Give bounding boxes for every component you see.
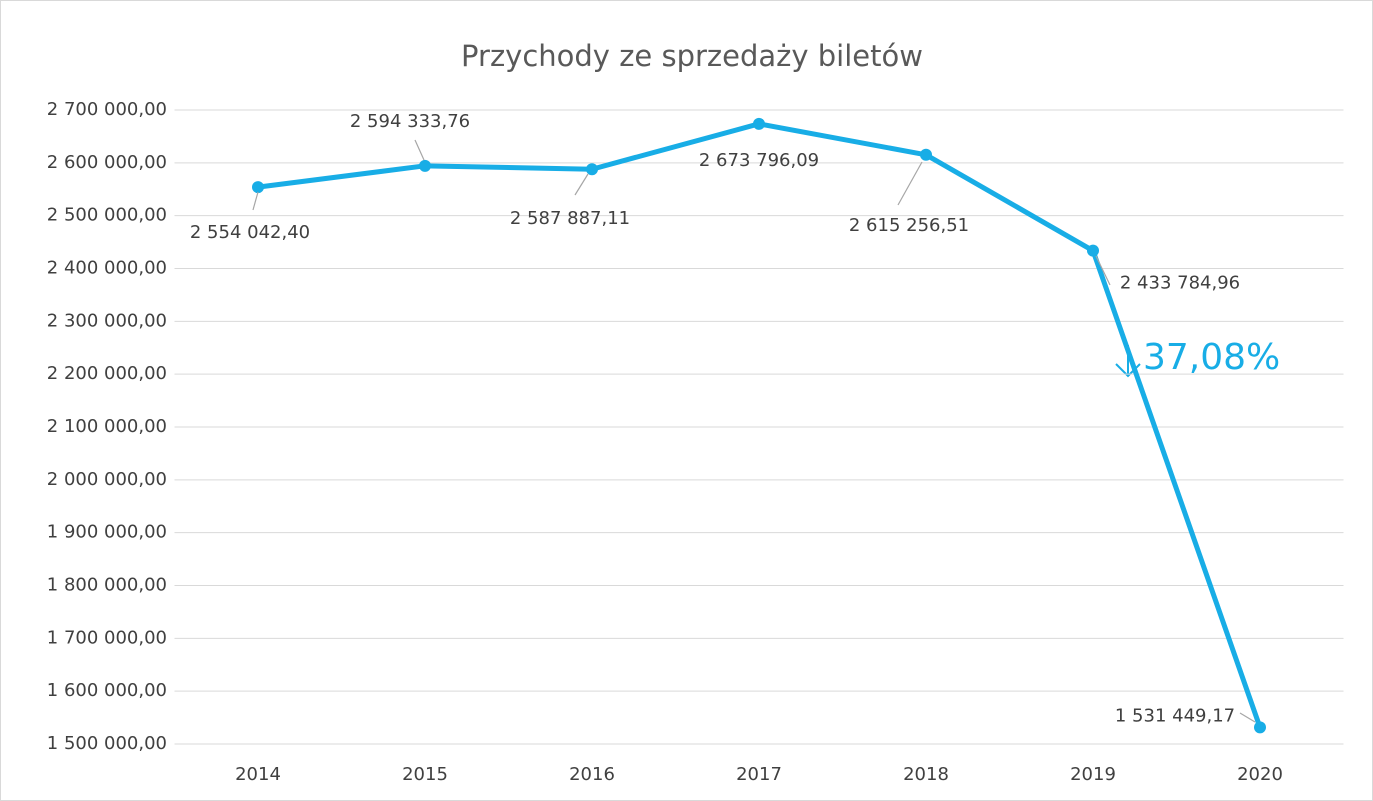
data-label: 2 554 042,40	[190, 222, 310, 243]
data-label: 2 587 887,11	[510, 208, 630, 229]
y-tick-label: 2 100 000,00	[47, 416, 167, 437]
x-tick-label: 2016	[569, 764, 615, 785]
marker	[586, 163, 598, 176]
data-label: 1 531 449,17	[1115, 705, 1235, 726]
y-tick-label: 1 600 000,00	[47, 680, 167, 701]
marker	[753, 117, 765, 130]
data-label: 2 594 333,76	[350, 111, 470, 132]
leader-line	[574, 173, 589, 196]
leader-line	[414, 139, 425, 161]
y-tick-label: 1 700 000,00	[47, 627, 167, 648]
x-tick-label: 2014	[235, 764, 281, 785]
y-tick-label: 1 500 000,00	[47, 733, 167, 754]
marker	[1087, 244, 1099, 257]
leader-line	[1095, 255, 1111, 286]
y-tick-label: 2 300 000,00	[47, 310, 167, 331]
data-label: 2 615 256,51	[849, 215, 969, 236]
y-tick-label: 2 200 000,00	[47, 363, 167, 384]
y-tick-label: 2 000 000,00	[47, 469, 167, 490]
x-tick-label: 2019	[1070, 764, 1116, 785]
x-tick-label: 2020	[1237, 764, 1283, 785]
leader-line	[1239, 712, 1256, 723]
y-tick-label: 2 700 000,00	[47, 99, 167, 120]
x-tick-label: 2015	[402, 764, 448, 785]
data-label: 2 433 784,96	[1120, 273, 1240, 294]
leader-line	[252, 191, 259, 211]
chart-title: Przychody ze sprzedaży biletów	[461, 39, 923, 73]
y-tick-label: 2 400 000,00	[47, 258, 167, 279]
x-tick-label: 2017	[736, 764, 782, 785]
y-tick-label: 2 500 000,00	[47, 205, 167, 226]
marker	[252, 181, 264, 194]
y-tick-label: 1 800 000,00	[47, 575, 167, 596]
marker	[419, 159, 431, 172]
leader-line	[897, 161, 923, 206]
x-tick-label: 2018	[903, 764, 949, 785]
marker	[1254, 721, 1266, 734]
annotation: 37,08%	[1143, 337, 1280, 378]
data-label: 2 673 796,09	[699, 150, 819, 171]
marker	[920, 148, 932, 161]
y-tick-label: 1 900 000,00	[47, 522, 167, 543]
y-tick-label: 2 600 000,00	[47, 152, 167, 173]
